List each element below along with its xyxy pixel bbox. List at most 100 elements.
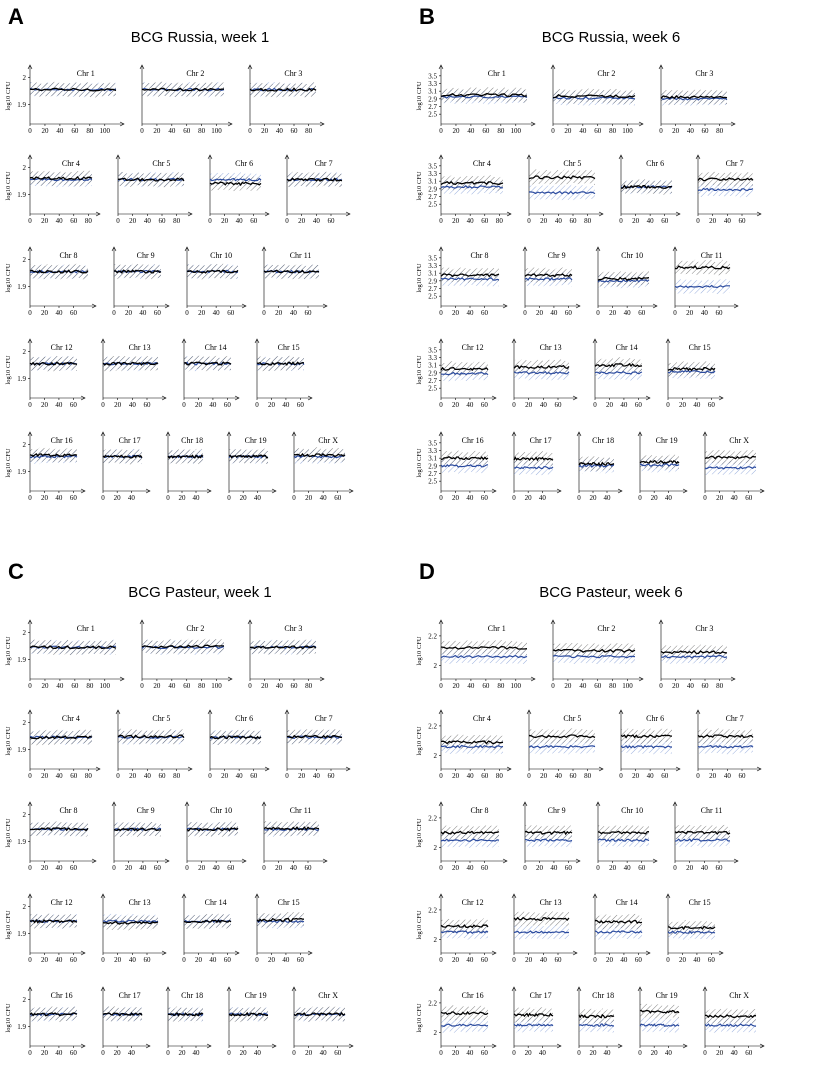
y-tick-label: 3.5 [428, 346, 437, 354]
x-tick-label: 40 [555, 217, 563, 225]
y-tick-label: 1.9 [17, 656, 26, 664]
x-tick-label: 0 [439, 127, 443, 135]
y-arrow [100, 893, 106, 899]
x-tick-label: 60 [305, 309, 313, 317]
x-arrow [241, 303, 247, 309]
x-tick-label: 20 [268, 956, 276, 964]
x-tick-label: 0 [292, 1049, 296, 1057]
black-confidence-band [294, 447, 345, 464]
y-tick-label: 2.9 [428, 277, 437, 285]
x-tick-label: 80 [86, 682, 94, 690]
x-tick-label: 20 [632, 217, 640, 225]
blue-series-line [524, 838, 573, 843]
x-tick-label: 40 [254, 494, 262, 502]
black-series-line [167, 454, 204, 459]
black-series-line [440, 830, 500, 835]
x-tick-label: 20 [153, 682, 161, 690]
x-tick-label: 40 [55, 956, 63, 964]
chr-label: Chr 19 [245, 436, 267, 445]
y-arrow [438, 64, 444, 70]
x-arrow [756, 211, 762, 217]
black-series-line [103, 920, 159, 925]
y-arrow [184, 801, 190, 807]
x-tick-label: 20 [452, 127, 460, 135]
x-tick-label: 40 [56, 772, 64, 780]
y-arrow [702, 431, 708, 437]
black-series-line [102, 361, 159, 366]
black-series-line [29, 269, 89, 274]
x-arrow [322, 858, 328, 864]
x-tick-label: 40 [604, 1049, 612, 1057]
black-series-line [30, 827, 89, 832]
blue-series-line [440, 654, 528, 659]
x-tick-label: 0 [285, 772, 289, 780]
x-tick-label: 40 [467, 217, 475, 225]
x-tick-label: 60 [71, 682, 79, 690]
x-tick-label: 40 [320, 494, 328, 502]
chr-label: Chr 6 [646, 714, 664, 723]
black-series-line [263, 269, 320, 274]
y-arrow [261, 801, 267, 807]
y-tick-label: 2 [434, 844, 438, 852]
x-tick-label: 40 [236, 217, 244, 225]
subplot-chr-7: Chr 7 0 20 40 60 [284, 154, 351, 225]
x-tick-label: 60 [482, 127, 490, 135]
black-series-line [675, 265, 731, 270]
subplot-chr-12: Chr 12 0 20 40 60 2.52.72.93.13.33.5 log10 CFU [416, 338, 497, 409]
x-tick-label: 20 [153, 127, 161, 135]
black-series-line [117, 177, 185, 182]
x-tick-label: 40 [55, 1049, 63, 1057]
x-tick-label: 60 [565, 864, 573, 872]
x-arrow [718, 950, 724, 956]
y-axis-label: log10 CFU [5, 448, 12, 477]
y-arrow [27, 986, 33, 992]
subplot-chr-15: Chr 15 0 20 40 60 [254, 338, 313, 409]
x-tick-label: 20 [41, 1049, 49, 1057]
y-axis-label: log10 CFU [416, 355, 423, 384]
y-tick-label: 2.7 [428, 470, 437, 478]
x-tick-label: 40 [550, 309, 558, 317]
x-arrow [234, 395, 240, 401]
x-tick-label: 20 [114, 1049, 122, 1057]
blue-series-line [578, 1023, 615, 1027]
x-arrow [733, 858, 739, 864]
y-arrow [438, 154, 444, 160]
x-tick-label: 40 [168, 682, 176, 690]
black-series-line [639, 459, 680, 465]
chr-label: Chr 14 [616, 343, 638, 352]
black-series-line [620, 184, 673, 190]
y-arrow [165, 431, 171, 437]
x-tick-label: 0 [439, 401, 443, 409]
x-arrow [733, 303, 739, 309]
x-tick-label: 60 [70, 864, 78, 872]
y-arrow [100, 431, 106, 437]
x-tick-label: 100 [100, 682, 111, 690]
x-tick-label: 0 [666, 956, 670, 964]
y-arrow [592, 893, 598, 899]
y-arrow [665, 338, 671, 344]
x-tick-label: 20 [41, 217, 49, 225]
x-tick-label: 60 [70, 494, 78, 502]
y-arrow [139, 64, 145, 70]
y-axis-label: log10 CFU [5, 818, 12, 847]
blue-series-line [528, 190, 596, 195]
x-tick-label: 80 [609, 682, 617, 690]
subplot-chr-11: Chr 11 0 20 40 60 [672, 246, 739, 317]
x-tick-label: 0 [593, 956, 597, 964]
x-tick-label: 80 [85, 772, 93, 780]
y-arrow [576, 431, 582, 437]
blue-series-line [597, 838, 650, 843]
subplot-chr-2: Chr 2 0 20 40 60 80 100 [550, 64, 644, 135]
blue-series-line [440, 930, 489, 935]
x-tick-label: 40 [209, 401, 217, 409]
x-tick-label: 20 [114, 956, 122, 964]
y-arrow [27, 801, 33, 807]
y-arrow [595, 246, 601, 252]
chr-label: Chr 7 [726, 159, 744, 168]
x-arrow [348, 1043, 354, 1049]
black-series-line [141, 87, 224, 92]
y-tick-label: 2 [434, 1029, 438, 1037]
black-series-line [524, 830, 573, 836]
x-tick-label: 40 [128, 494, 136, 502]
blue-series-line [528, 744, 596, 749]
